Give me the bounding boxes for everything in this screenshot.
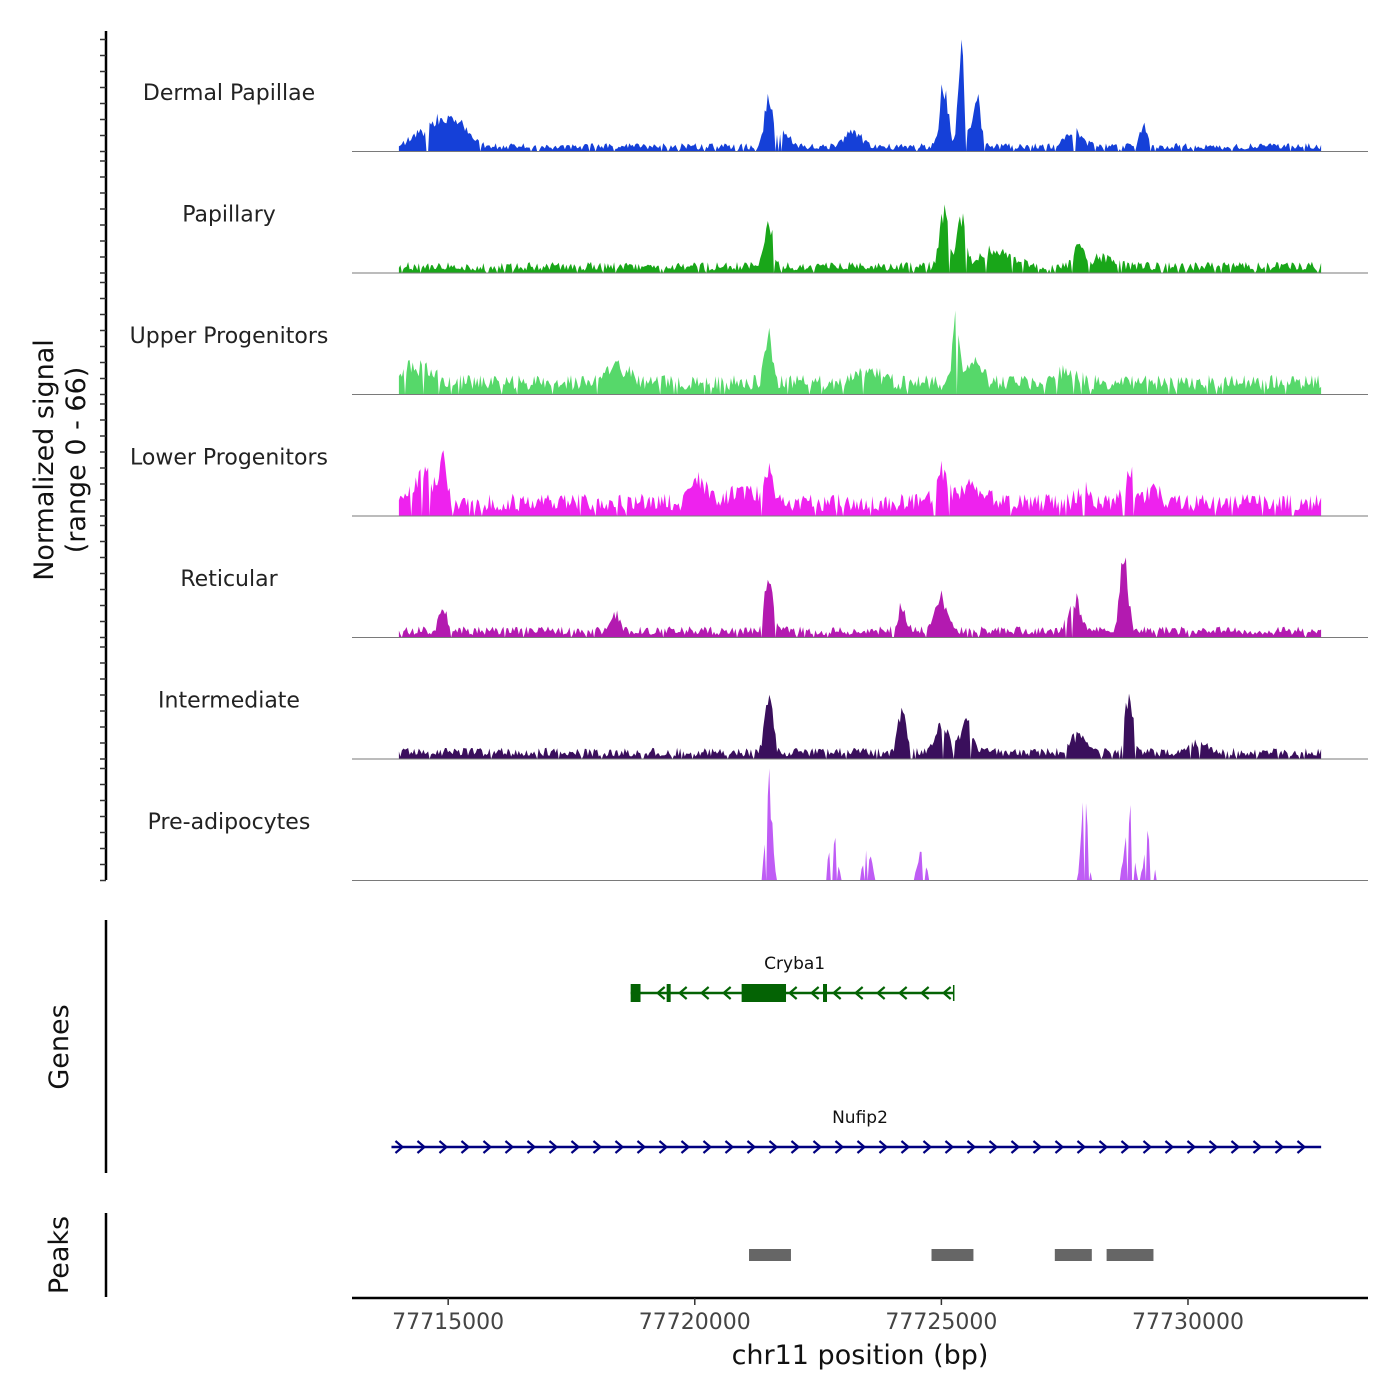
gene-exon [630,984,641,1002]
strand-chevron-icon [677,986,688,1000]
coverage-area-upper-progenitors [398,310,1322,395]
y-axis-title-line1: Normalized signal [29,339,60,581]
strand-chevron-icon [966,1140,977,1154]
track-labels: Dermal Papillae Papillary Upper Progenitor… [130,81,329,835]
gene-exon [741,984,787,1002]
strand-chevron-icon [699,986,710,1000]
strand-chevron-icon [875,986,886,1000]
strand-chevron-icon [1054,1140,1065,1154]
genes-axis-title: Genes [44,1004,75,1089]
strand-chevron-icon [416,1140,427,1154]
track-label: Upper Progenitors [130,324,329,349]
strand-chevron-icon [655,986,666,1000]
x-axis-tick-label: 77720000 [639,1310,751,1335]
coverage-area-papillary [398,204,1322,273]
coverage-area-reticular [398,557,1322,638]
strand-chevron-icon [658,1140,669,1154]
strand-chevron-icon [834,1140,845,1154]
track-label: Dermal Papillae [143,81,315,106]
strand-chevron-icon [809,986,820,1000]
strand-chevron-icon [1076,1140,1087,1154]
strand-chevron-icon [919,986,930,1000]
track-label: Pre-adipocytes [148,810,311,835]
x-axis-tick-label: 77715000 [392,1310,504,1335]
strand-chevron-icon [394,1140,405,1154]
strand-chevron-icon [526,1140,537,1154]
strand-chevron-icon [900,1140,911,1154]
y-axis-title-line2: (range 0 - 66) [61,367,92,554]
x-axis-tick-label: 77730000 [1132,1310,1244,1335]
strand-chevron-icon [721,986,732,1000]
strand-chevron-icon [856,1140,867,1154]
strand-chevron-icon [592,1140,603,1154]
peaks-axis-title: Peaks [44,1216,75,1294]
strand-chevron-icon [853,986,864,1000]
strand-chevron-icon [1296,1140,1307,1154]
strand-chevron-icon [941,986,952,1000]
strand-chevron-icon [1010,1140,1021,1154]
strand-chevron-icon [768,1140,779,1154]
gene-exon [666,984,671,1002]
strand-chevron-icon [1120,1140,1131,1154]
strand-chevron-icon [724,1140,735,1154]
track-label: Intermediate [158,689,300,714]
strand-chevron-icon [614,1140,625,1154]
strand-chevron-icon [636,1140,647,1154]
signal-axis [100,31,108,882]
strand-chevron-icon [1032,1140,1043,1154]
strand-chevron-icon [812,1140,823,1154]
strand-chevron-icon [1230,1140,1241,1154]
coverage-area-intermediate [398,693,1322,759]
strand-chevron-icon [1208,1140,1219,1154]
strand-chevron-icon [922,1140,933,1154]
strand-chevron-icon [1142,1140,1153,1154]
peak-track [104,1213,1154,1297]
gene-label: Cryba1 [764,954,825,974]
coverage-area-dermal-papillae [398,39,1322,152]
track-label: Reticular [180,567,278,592]
strand-chevron-icon [548,1140,559,1154]
track-label: Lower Progenitors [130,446,328,471]
strand-chevron-icon [570,1140,581,1154]
peak-region [1106,1249,1154,1261]
strand-chevron-icon [787,986,798,1000]
strand-chevron-icon [438,1140,449,1154]
peak-region [931,1249,974,1261]
gene-exon [823,984,828,1002]
gene-nufip2: Nufip2 [391,1108,1322,1154]
x-axis-tick-label: 77725000 [885,1310,997,1335]
strand-chevron-icon [1164,1140,1175,1154]
peak-region [1054,1249,1092,1261]
strand-chevron-icon [680,1140,691,1154]
gene-cryba1: Cryba1 [630,954,955,1002]
strand-chevron-icon [746,1140,757,1154]
strand-chevron-icon [790,1140,801,1154]
gene-track: Cryba1 Nufip2 [104,920,1322,1173]
track-label: Papillary [182,203,276,228]
strand-chevron-icon [702,1140,713,1154]
strand-chevron-icon [1252,1140,1263,1154]
strand-chevron-icon [1274,1140,1285,1154]
peak-region [749,1249,791,1261]
strand-chevron-icon [944,1140,955,1154]
strand-chevron-icon [1098,1140,1109,1154]
gene-label: Nufip2 [832,1108,888,1128]
strand-chevron-icon [897,986,908,1000]
coverage-area-lower-progenitors [398,450,1322,516]
strand-chevron-icon [504,1140,515,1154]
x-axis: 77715000 77720000 77725000 77730000 [352,1296,1368,1335]
strand-chevron-icon [831,986,842,1000]
strand-chevron-icon [878,1140,889,1154]
strand-chevron-icon [988,1140,999,1154]
coverage-tracks [352,39,1368,881]
strand-chevron-icon [1186,1140,1197,1154]
strand-chevron-icon [460,1140,471,1154]
x-axis-title: chr11 position (bp) [732,1340,989,1371]
strand-chevron-icon [482,1140,493,1154]
coverage-area-pre-adipocytes [398,768,1322,881]
